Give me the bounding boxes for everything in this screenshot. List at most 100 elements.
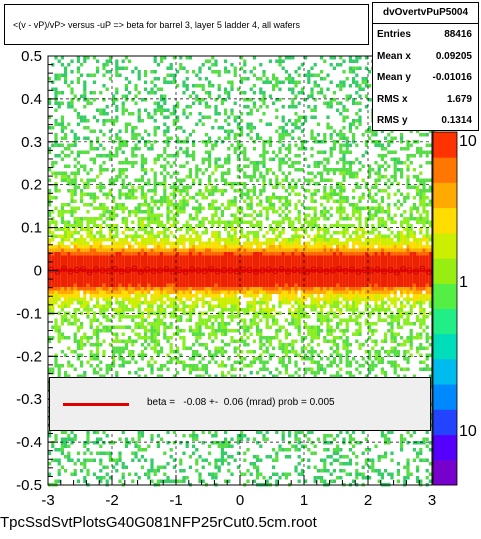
heatmap-cell [307,437,311,441]
heatmap-cell [70,441,74,445]
heatmap-cell [147,343,151,347]
heatmap-cell [57,259,61,263]
heatmap-cell [121,308,125,312]
heatmap-cell [246,294,250,298]
heatmap-cell [67,290,71,294]
heatmap-cell [108,136,112,140]
heatmap-cell [108,318,112,322]
heatmap-cell [156,220,160,224]
heatmap-cell [278,248,282,252]
heatmap-cell [51,301,55,305]
heatmap-cell [92,241,96,245]
heatmap-cell [140,266,144,270]
heatmap-cell [169,283,173,287]
heatmap-cell [86,217,90,221]
heatmap-cell [176,171,180,175]
heatmap-cell [73,297,77,301]
heatmap-cell [121,259,125,263]
heatmap-cell [163,276,167,280]
heatmap-cell [262,143,266,147]
heatmap-cell [176,70,180,74]
heatmap-cell [134,262,138,266]
heatmap-cell [192,280,196,284]
heatmap-cell [153,360,157,364]
heatmap-cell [268,248,272,252]
heatmap-cell [115,224,119,228]
heatmap-cell [92,441,96,445]
heatmap-cell [89,343,93,347]
heatmap-cell [313,213,317,217]
heatmap-cell [195,255,199,259]
heatmap-cell [316,353,320,357]
heatmap-cell [316,343,320,347]
heatmap-cell [54,77,58,81]
heatmap-cell [224,287,228,291]
heatmap-cell [140,210,144,214]
heatmap-cell [275,175,279,179]
heatmap-cell [80,336,84,340]
heatmap-cell [150,276,154,280]
heatmap-cell [278,255,282,259]
heatmap-cell [131,297,135,301]
heatmap-cell [297,448,301,452]
heatmap-cell [105,465,109,469]
heatmap-cell [124,224,128,228]
heatmap-cell [259,273,263,277]
heatmap-cell [265,196,269,200]
heatmap-cell [217,94,221,98]
heatmap-cell [265,77,269,81]
heatmap-cell [198,119,202,123]
heatmap-cell [166,325,170,329]
heatmap-cell [137,353,141,357]
heatmap-cell [144,259,148,263]
heatmap-cell [144,276,148,280]
heatmap-cell [134,143,138,147]
heatmap-cell [256,455,260,459]
heatmap-cell [115,66,119,70]
heatmap-cell [182,273,186,277]
heatmap-cell [64,262,68,266]
heatmap-cell [259,220,263,224]
heatmap-cell [108,273,112,277]
heatmap-cell [176,262,180,266]
heatmap-cell [259,255,263,259]
heatmap-cell [307,329,311,333]
heatmap-cell [179,234,183,238]
heatmap-cell [227,220,231,224]
heatmap-cell [99,234,103,238]
heatmap-cell [208,350,212,354]
heatmap-cell [182,252,186,256]
heatmap-cell [313,199,317,203]
heatmap-cell [313,98,317,102]
heatmap-cell [316,325,320,329]
heatmap-cell [115,458,119,462]
heatmap-cell [281,343,285,347]
heatmap-cell [316,437,320,441]
heatmap-cell [316,297,320,301]
heatmap-cell [108,56,112,60]
heatmap-cell [195,462,199,466]
heatmap-cell [249,231,253,235]
heatmap-cell [275,280,279,284]
heatmap-cell [76,241,80,245]
heatmap-cell [156,245,160,249]
heatmap-cell [262,189,266,193]
heatmap-cell [243,241,247,245]
heatmap-cell [86,441,90,445]
heatmap-cell [48,336,52,340]
heatmap-cell [134,252,138,256]
heatmap-cell [243,357,247,361]
heatmap-cell [259,343,263,347]
heatmap-cell [64,336,68,340]
heatmap-cell [246,343,250,347]
heatmap-cell [252,217,256,221]
heatmap-cell [214,350,218,354]
heatmap-cell [252,248,256,252]
heatmap-cell [243,322,247,326]
heatmap-cell [188,346,192,350]
heatmap-cell [83,84,87,88]
heatmap-cell [291,311,295,315]
heatmap-cell [278,287,282,291]
heatmap-cell [310,147,314,151]
heatmap-cell [214,199,218,203]
